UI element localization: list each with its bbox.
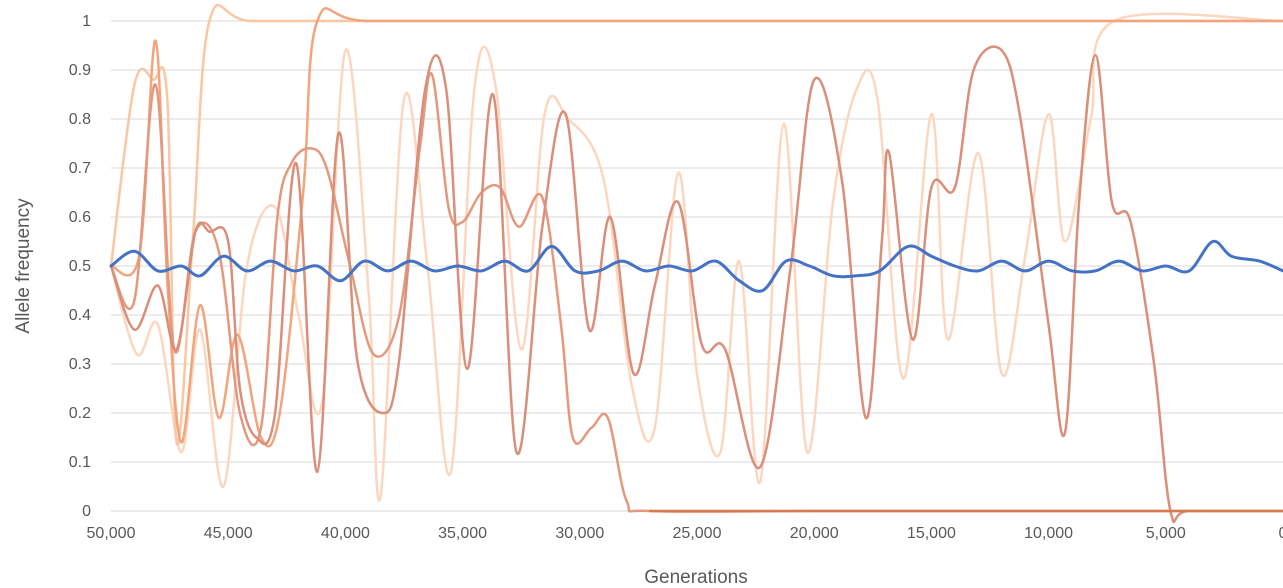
y-tick-label: 0.4 [69, 307, 91, 324]
x-axis-title: Generations [644, 567, 748, 588]
x-tick-label: 30,000 [555, 525, 604, 542]
series-line-5 [109, 45, 1283, 524]
y-tick-label: 0.7 [69, 160, 91, 177]
series-lines [109, 3, 1283, 524]
x-tick-label: 35,000 [438, 525, 487, 542]
x-axis-tick-labels: 50,000 45,000 40,000 35,000 30,000 25,000 20,0… [87, 525, 1283, 542]
series-line-1 [109, 12, 1283, 502]
series-line-4 [109, 71, 1283, 513]
y-tick-label: 0.5 [69, 258, 91, 275]
x-tick-label: 25,000 [673, 525, 722, 542]
x-tick-label: 10,000 [1024, 525, 1073, 542]
x-tick-label: 40,000 [321, 525, 370, 542]
x-tick-label: 0 [1279, 525, 1283, 542]
x-tick-label: 5,000 [1146, 525, 1186, 542]
y-tick-label: 0.2 [69, 405, 91, 422]
y-tick-label: 0.6 [69, 209, 91, 226]
x-tick-label: 45,000 [204, 525, 253, 542]
y-tick-label: 0.3 [69, 356, 91, 373]
y-tick-label: 0.9 [69, 62, 91, 79]
x-tick-label: 50,000 [87, 525, 136, 542]
series-line-7 [109, 239, 1283, 293]
y-axis-title: Allele frequency [13, 198, 34, 334]
y-tick-label: 1 [82, 13, 91, 30]
y-tick-label: 0 [82, 503, 91, 520]
y-tick-label: 0.1 [69, 454, 91, 471]
y-tick-label: 0.8 [69, 111, 91, 128]
x-tick-label: 15,000 [907, 525, 956, 542]
x-tick-label: 20,000 [790, 525, 839, 542]
y-axis-tick-labels: 0 0.1 0.2 0.3 0.4 0.5 0.6 0.7 0.8 0.9 1 [69, 13, 91, 520]
